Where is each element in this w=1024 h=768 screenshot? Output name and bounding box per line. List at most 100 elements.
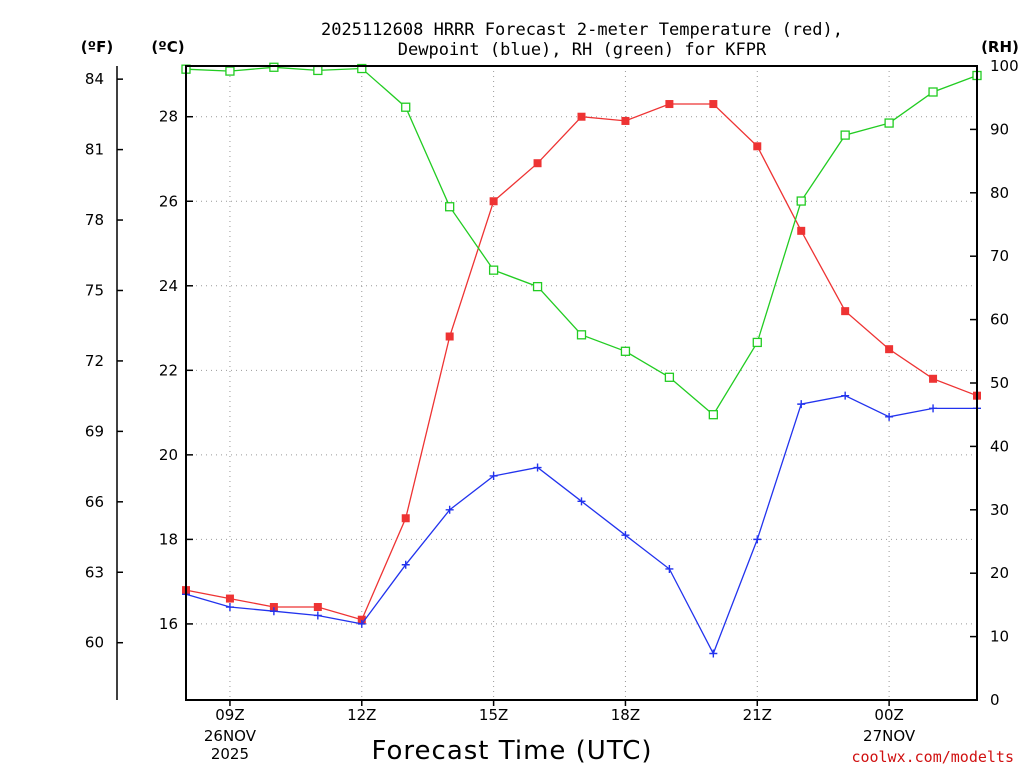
time-tick-label: 12Z (347, 706, 376, 724)
celsius-unit-label: (ºC) (151, 38, 184, 56)
dewpoint-point (489, 471, 498, 480)
rh-point (708, 410, 718, 420)
temperature-point (709, 100, 718, 109)
rh-tick-label: 60 (990, 311, 1009, 329)
rh-point (796, 196, 806, 206)
time-tick-label: 15Z (479, 706, 508, 724)
rh-tick-label: 50 (990, 374, 1009, 392)
chart-title-line-2: Dewpoint (blue), RH (green) for KFPR (398, 40, 767, 60)
celsius-tick-label: 16 (159, 615, 178, 633)
temperature-point (753, 142, 762, 151)
dewpoint-point (885, 412, 894, 421)
rh-unit-label: (RH) (981, 38, 1019, 56)
dewpoint-point (929, 404, 938, 413)
fahrenheit-unit-label: (ºF) (81, 38, 113, 56)
plot-frame (185, 65, 978, 701)
fahrenheit-tick-label: 81 (85, 141, 104, 159)
temperature-point (533, 159, 542, 168)
fahrenheit-tick-label: 72 (85, 352, 104, 370)
dewpoint-point (357, 619, 366, 628)
dewpoint-point (445, 505, 454, 514)
temperature-point (401, 514, 410, 523)
temperature-point (445, 332, 454, 341)
dewpoint-line (185, 395, 977, 656)
dewpoint-point (313, 611, 322, 620)
dewpoint-point (665, 564, 674, 573)
chart-title-line-1: 2025112608 HRRR Forecast 2-meter Tempera… (321, 20, 843, 40)
temperature-point (313, 603, 322, 612)
fahrenheit-tick-label: 60 (85, 634, 104, 652)
rh-point (928, 87, 938, 97)
rh-point (269, 62, 279, 72)
grid-lines (186, 66, 977, 700)
date-label: 26NOV (204, 727, 257, 745)
dewpoint-point (269, 607, 278, 616)
data-series (181, 62, 982, 658)
temperature-point (621, 116, 630, 125)
celsius-tick-label: 22 (159, 361, 178, 379)
temperature-point (269, 603, 278, 612)
temperature-series (182, 100, 981, 624)
credit-text: coolwx.com/modelts (851, 748, 1014, 766)
dewpoint-point (621, 531, 630, 540)
dewpoint-series (182, 391, 981, 658)
rh-point (445, 202, 455, 212)
dewpoint-point (753, 535, 762, 544)
rh-tick-label: 20 (990, 564, 1009, 582)
temperature-point (665, 100, 674, 109)
dewpoint-point (577, 497, 586, 506)
temperature-point (577, 112, 586, 121)
rh-point (752, 337, 762, 348)
dewpoint-point (225, 603, 234, 612)
rh-point (532, 281, 543, 292)
temperature-point (885, 345, 894, 354)
fahrenheit-tick-label: 66 (85, 493, 104, 511)
temperature-point (357, 615, 366, 624)
rh-tick-label: 40 (990, 437, 1009, 455)
temperature-point (929, 374, 938, 383)
celsius-tick-label: 18 (159, 530, 178, 548)
rh-tick-label: 10 (990, 628, 1009, 646)
rh-point (488, 265, 499, 275)
rh-tick-label: 0 (990, 691, 1000, 709)
celsius-tick-label: 28 (159, 108, 178, 126)
rh-point (576, 330, 587, 340)
date-label: 2025 (211, 745, 249, 763)
fahrenheit-tick-label: 75 (85, 281, 104, 299)
rh-point (401, 102, 411, 112)
rh-tick-label: 100 (990, 57, 1019, 75)
temperature-point (841, 307, 850, 316)
rh-point (225, 66, 235, 76)
dewpoint-point (533, 463, 542, 472)
rh-point (313, 65, 323, 76)
dewpoint-point (797, 400, 806, 409)
rh-tick-label: 70 (990, 247, 1009, 265)
celsius-axis: 16 18 20 22 24 26 28 (159, 108, 193, 633)
temperature-line (185, 103, 978, 621)
celsius-tick-label: 26 (159, 192, 178, 210)
rh-tick-label: 80 (990, 184, 1009, 202)
fahrenheit-tick-label: 78 (85, 211, 104, 229)
rh-tick-label: 90 (990, 120, 1009, 138)
x-axis-label: Forecast Time (UTC) (371, 736, 652, 766)
rh-point (840, 130, 850, 140)
dewpoint-point (401, 560, 410, 569)
dewpoint-point (709, 649, 718, 658)
rh-point (357, 63, 367, 74)
temperature-point (797, 226, 806, 235)
rh-point (884, 118, 894, 128)
rh-point (620, 346, 631, 356)
fahrenheit-axis: 60 63 66 69 72 75 78 81 84 (85, 70, 123, 652)
date-label: 27NOV (863, 727, 916, 745)
fahrenheit-tick-label: 63 (85, 563, 104, 581)
temperature-point (225, 594, 234, 603)
celsius-tick-label: 24 (159, 277, 178, 295)
dewpoint-point (841, 391, 850, 400)
celsius-tick-label: 20 (159, 446, 178, 464)
temperature-point (489, 197, 498, 206)
rh-tick-label: 30 (990, 501, 1009, 519)
time-tick-label: 00Z (874, 706, 903, 724)
time-tick-label: 09Z (215, 706, 244, 724)
